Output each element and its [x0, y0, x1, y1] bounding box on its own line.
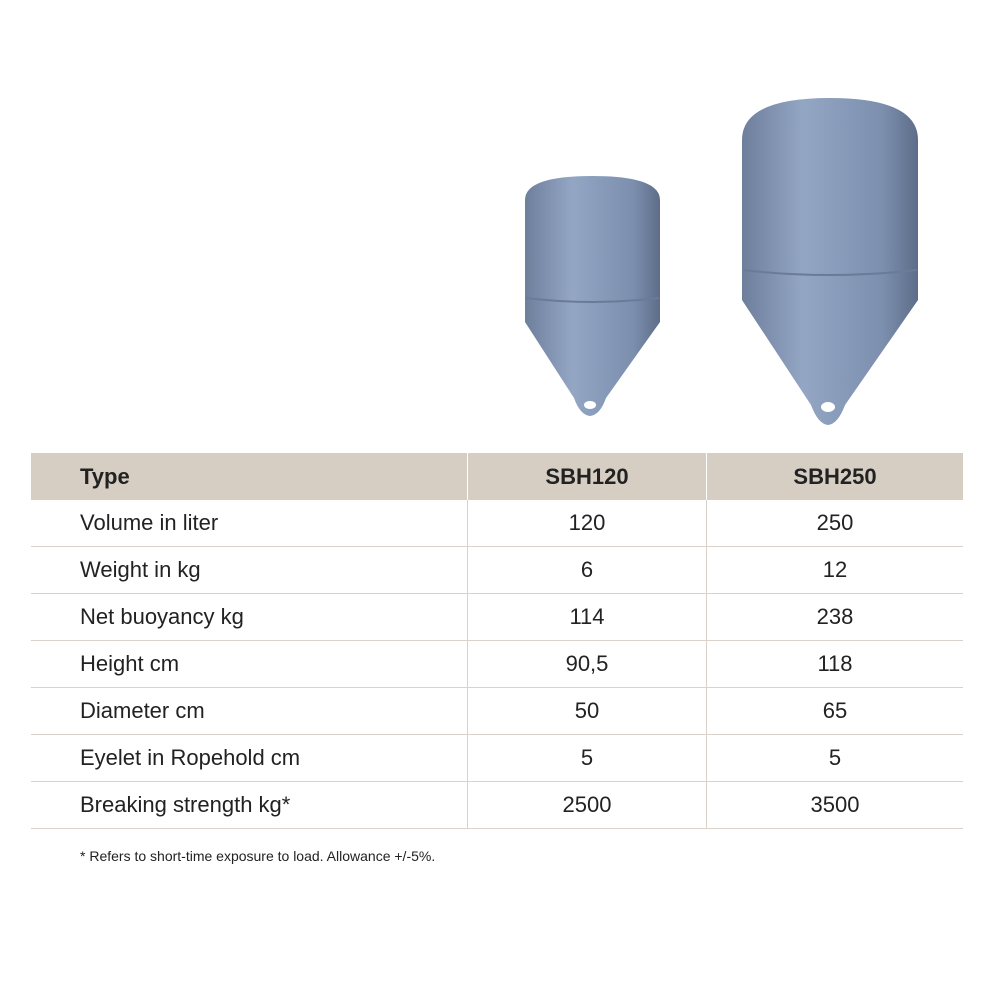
table-row: Eyelet in Ropehold cm 5 5 — [31, 734, 963, 782]
table-cell: 6 — [467, 546, 707, 594]
table-cell: Eyelet in Ropehold cm — [31, 734, 468, 782]
table-cell: Volume in liter — [31, 500, 468, 547]
table-cell: 114 — [467, 593, 707, 641]
table-row: Volume in liter 120 250 — [31, 500, 963, 547]
table-cell: 3500 — [706, 781, 963, 829]
table-row: Height cm 90,5 118 — [31, 640, 963, 688]
table-cell: 50 — [467, 687, 707, 735]
table-cell: SBH120 — [467, 453, 707, 500]
table-cell: 120 — [467, 500, 707, 547]
table-cell: Weight in kg — [31, 546, 468, 594]
buoy-images — [525, 98, 918, 425]
table-row: Net buoyancy kg 114 238 — [31, 593, 963, 641]
table-cell: Net buoyancy kg — [31, 593, 468, 641]
table-cell: 118 — [706, 640, 963, 688]
table-cell: 12 — [706, 546, 963, 594]
table-cell: Height cm — [31, 640, 468, 688]
table-cell: 238 — [706, 593, 963, 641]
table-row: Weight in kg 6 12 — [31, 546, 963, 594]
table-cell: Breaking strength kg* — [31, 781, 468, 829]
table-cell: 2500 — [467, 781, 707, 829]
table-cell: 5 — [467, 734, 707, 782]
table-cell: 5 — [706, 734, 963, 782]
table-cell: 65 — [706, 687, 963, 735]
table-cell: Diameter cm — [31, 687, 468, 735]
table-row: Diameter cm 50 65 — [31, 687, 963, 735]
buoy-large — [742, 98, 918, 425]
header-row: Type SBH120 SBH250 — [31, 453, 963, 500]
table-cell: 90,5 — [467, 640, 707, 688]
buoy-small — [525, 176, 660, 416]
footnote: * Refers to short-time exposure to load.… — [80, 848, 436, 864]
table-cell: 250 — [706, 500, 963, 547]
table-cell: SBH250 — [706, 453, 963, 500]
spec-table: Type SBH120 SBH250 Volume in liter 120 250 Wei… — [31, 453, 963, 829]
table-row: Breaking strength kg* 2500 3500 — [31, 781, 963, 829]
table-cell: Type — [31, 453, 468, 500]
